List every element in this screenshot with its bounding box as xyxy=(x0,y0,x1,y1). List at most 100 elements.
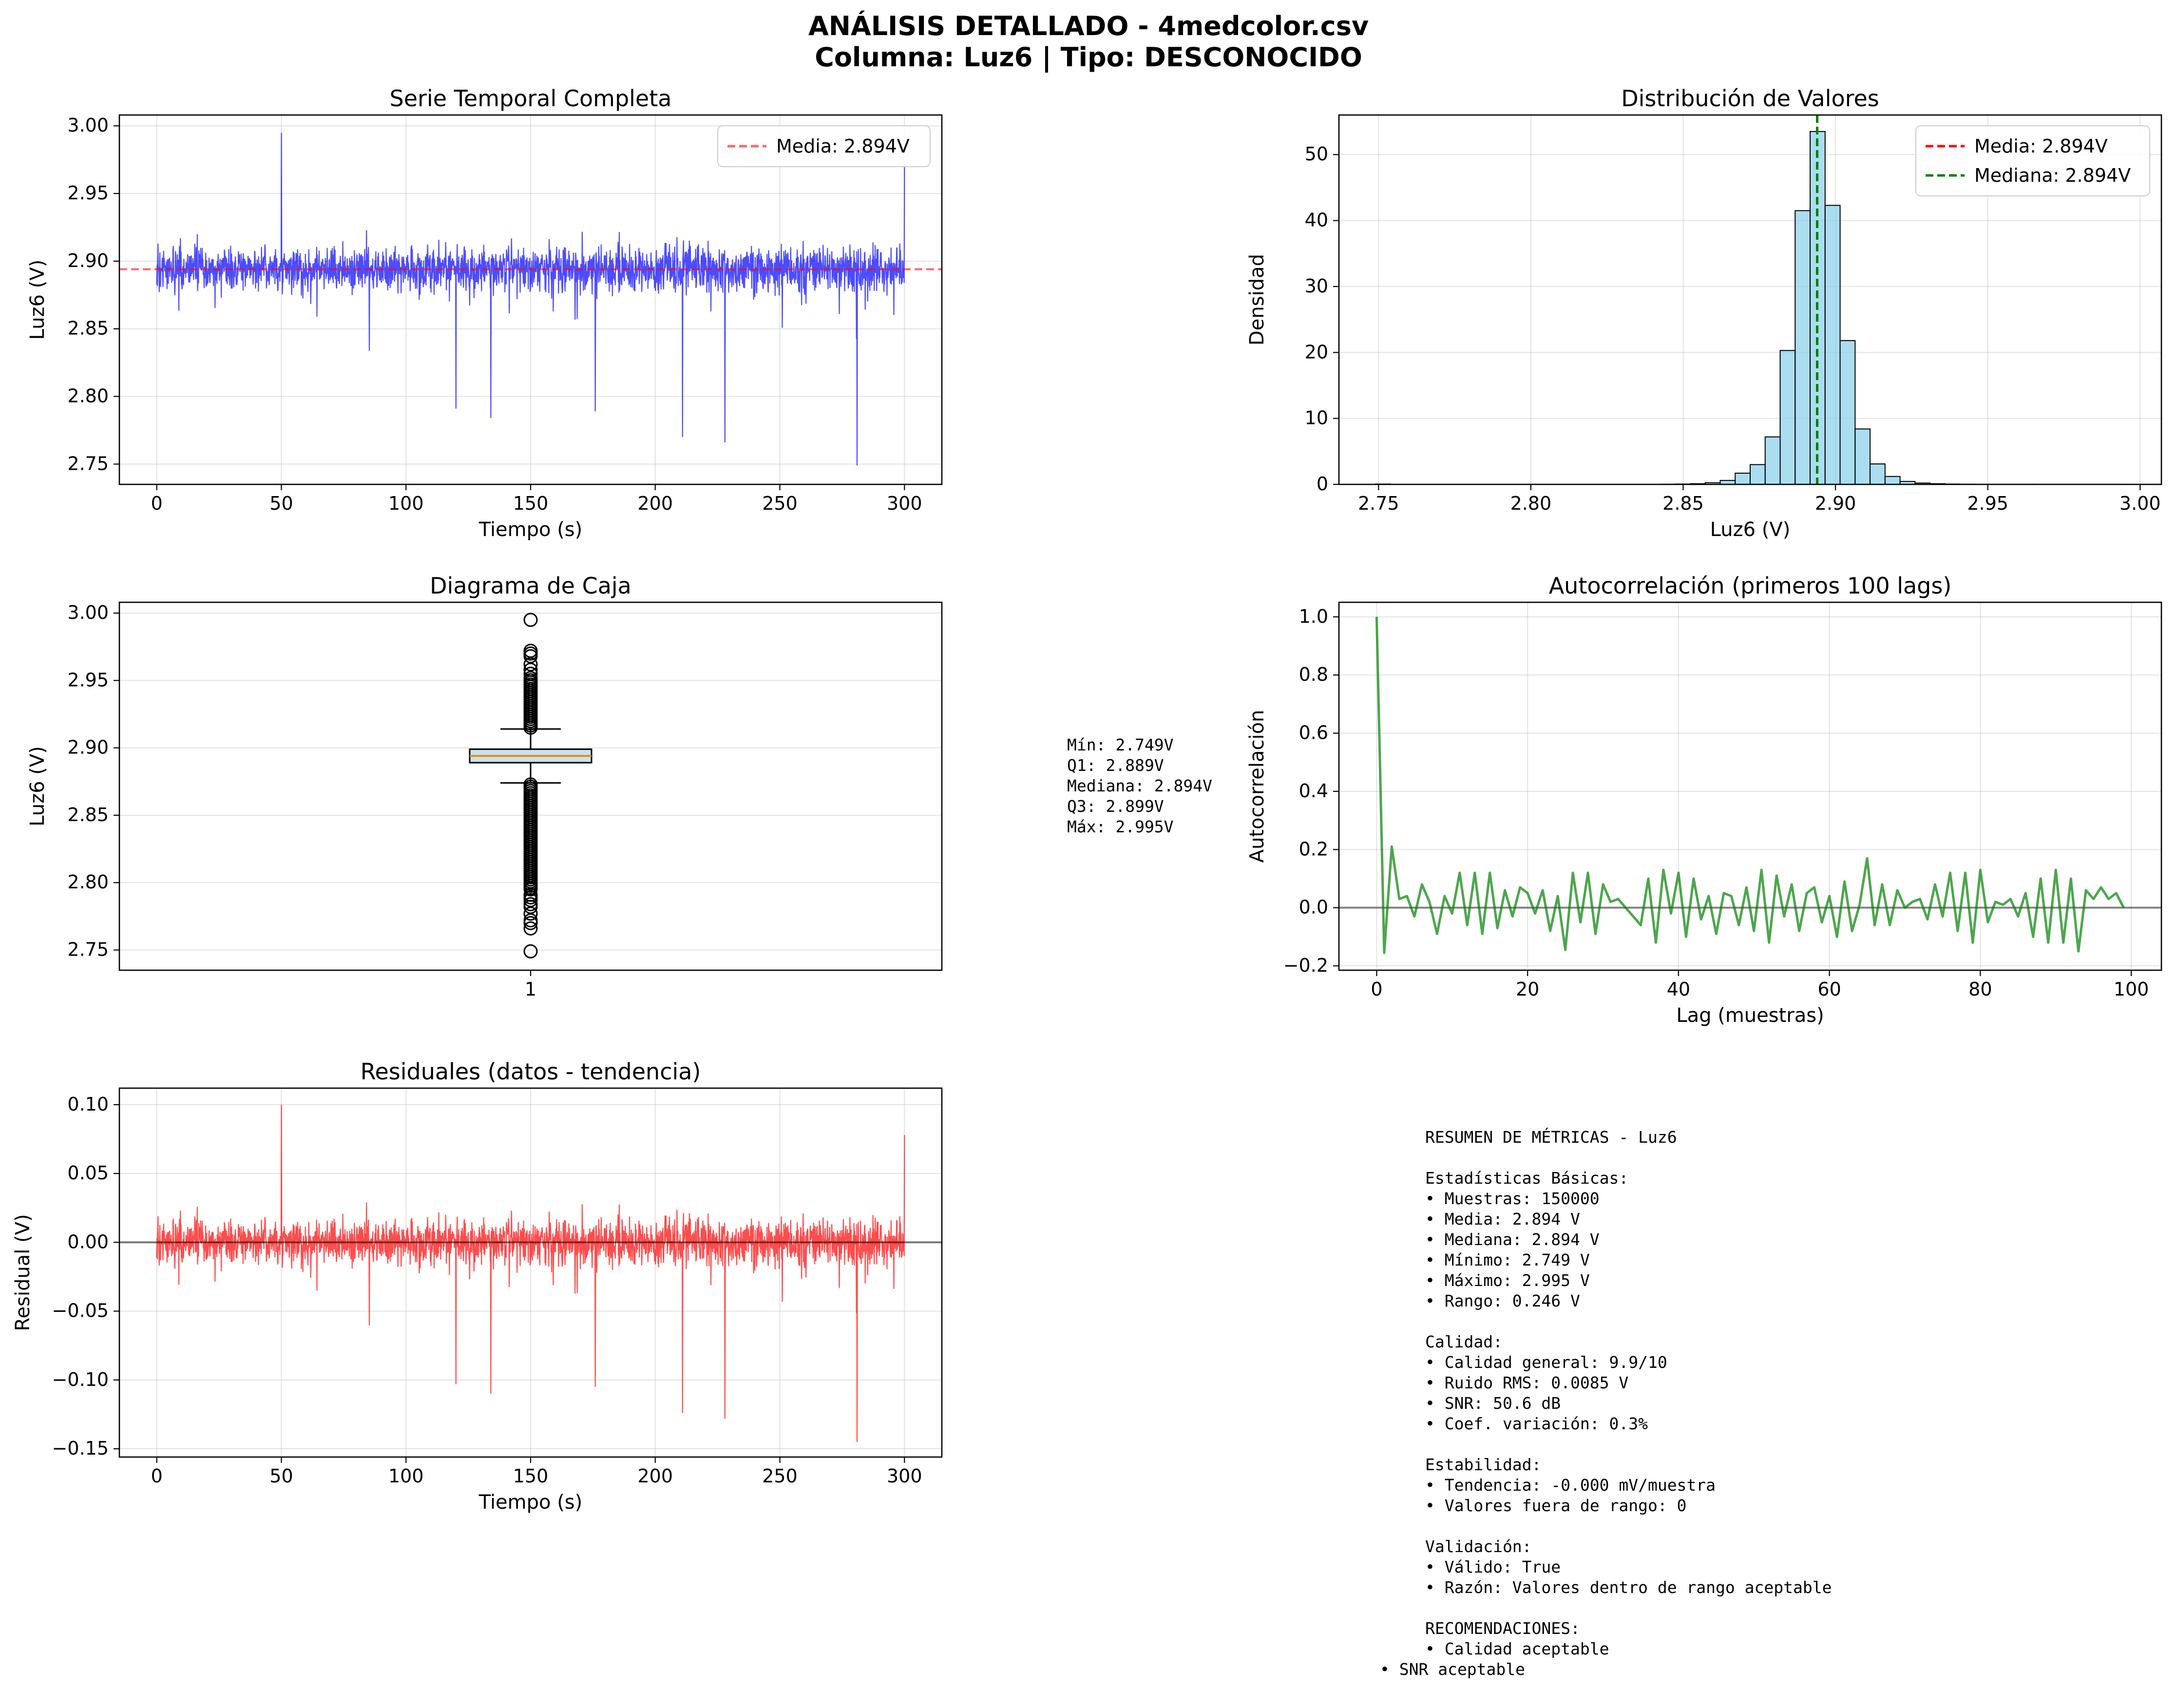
stats-line: Mín: 2.749V xyxy=(1067,735,1174,754)
stats-line: Q3: 2.899V xyxy=(1067,797,1164,816)
x-tick-label: 60 xyxy=(1817,979,1841,1000)
summary-line xyxy=(1425,1148,1435,1167)
x-tick-label: 200 xyxy=(637,1465,673,1487)
x-tick-label: 0 xyxy=(151,493,163,514)
histogram-bar xyxy=(1870,463,1886,485)
summary-line: • Ruido RMS: 0.0085 V xyxy=(1425,1373,1628,1392)
y-tick-label: 0.00 xyxy=(67,1231,109,1252)
y-tick-label: 10 xyxy=(1305,407,1328,429)
x-axis-label: Luz6 (V) xyxy=(1710,518,1791,541)
x-tick-label: 100 xyxy=(388,1465,424,1487)
summary-line: • Mediana: 2.894 V xyxy=(1425,1230,1600,1249)
figure-title: ANÁLISIS DETALLADO - 4medcolor.csv xyxy=(808,11,1369,41)
axes-frame xyxy=(1338,601,2162,971)
y-tick-label: 0.05 xyxy=(67,1162,109,1184)
summary-line: • SNR: 50.6 dB xyxy=(1425,1394,1561,1413)
y-tick-label: 0.10 xyxy=(67,1094,109,1115)
legend-box xyxy=(1915,125,2150,196)
y-tick-label: 0.0 xyxy=(1299,897,1328,918)
x-tick-label: 3.00 xyxy=(2120,493,2161,514)
y-tick-label: −0.15 xyxy=(52,1438,109,1459)
x-tick-label: 80 xyxy=(1968,979,1992,1000)
panel-title: Distribución de Valores xyxy=(1621,85,1879,112)
outlier-point xyxy=(523,906,538,921)
histogram-bar xyxy=(1824,205,1841,485)
legend-box xyxy=(717,125,931,167)
summary-line: • Muestras: 150000 xyxy=(1425,1189,1600,1208)
summary-line: • Valores fuera de rango: 0 xyxy=(1425,1496,1686,1515)
summary-line xyxy=(1425,1312,1435,1331)
y-tick-label: 2.95 xyxy=(67,182,109,204)
x-tick-label: 0 xyxy=(151,1465,163,1487)
stats-line: Mediana: 2.894V xyxy=(1067,776,1212,795)
metrics-summary-text: RESUMEN DE MÉTRICAS - Luz6 Estadísticas … xyxy=(1380,1127,1832,1679)
x-tick-label: 2.75 xyxy=(1358,493,1399,514)
summary-line: Estadísticas Básicas: xyxy=(1425,1169,1628,1188)
y-tick-label: 0 xyxy=(1317,473,1328,495)
x-tick-label: 50 xyxy=(269,493,293,514)
summary-line: • Media: 2.894 V xyxy=(1425,1209,1580,1228)
histogram-bar xyxy=(1839,340,1856,485)
x-tick-label: 2.95 xyxy=(1967,493,2008,514)
summary-line: RESUMEN DE MÉTRICAS - Luz6 xyxy=(1425,1127,1677,1147)
summary-line: • Calidad general: 9.9/10 xyxy=(1425,1353,1667,1372)
x-tick-label: 0 xyxy=(1371,979,1382,1000)
histogram-bar xyxy=(1735,472,1751,485)
summary-line xyxy=(1425,1516,1435,1535)
y-tick-label: 40 xyxy=(1305,210,1328,231)
y-tick-label: 50 xyxy=(1305,143,1328,165)
x-axis-label: Tiempo (s) xyxy=(478,1491,583,1514)
summary-line: • Máximo: 2.995 V xyxy=(1425,1271,1590,1290)
autocorrelation-line xyxy=(1375,616,2125,954)
summary-line: • Rango: 0.246 V xyxy=(1425,1291,1580,1310)
outlier-point xyxy=(523,671,538,685)
y-tick-label: 3.00 xyxy=(67,115,109,136)
y-tick-label: 2.85 xyxy=(67,318,109,339)
boxplot-stats-text: Mín: 2.749V Q1: 2.889V Mediana: 2.894V Q3: … xyxy=(1067,735,1212,836)
y-tick-label: 0.2 xyxy=(1299,838,1328,860)
y-tick-label: 0.8 xyxy=(1299,664,1328,685)
legend-label: Mediana: 2.894V xyxy=(1974,165,2131,186)
x-tick-label: 50 xyxy=(269,1465,293,1487)
y-tick-label: 3.00 xyxy=(67,602,109,623)
y-tick-label: 20 xyxy=(1305,341,1328,363)
x-tick-label: 300 xyxy=(887,493,922,514)
outlier-point xyxy=(523,649,538,664)
y-tick-label: 2.95 xyxy=(67,669,109,691)
summary-line: Validación: xyxy=(1425,1537,1532,1556)
y-tick-label: 2.75 xyxy=(67,939,109,960)
legend-label: Media: 2.894V xyxy=(776,135,910,157)
outlier-point xyxy=(523,897,538,911)
x-tick-label: 2.90 xyxy=(1815,493,1856,514)
x-tick-label: 20 xyxy=(1516,979,1539,1000)
y-axis-label: Residual (V) xyxy=(12,1214,34,1331)
x-tick-label: 2.80 xyxy=(1510,493,1552,514)
x-tick-label: 200 xyxy=(637,493,673,514)
x-tick-label: 2.85 xyxy=(1662,493,1704,514)
stats-line: Q1: 2.889V xyxy=(1067,756,1164,775)
y-axis-label: Luz6 (V) xyxy=(26,260,49,340)
x-axis-label: Tiempo (s) xyxy=(478,518,583,541)
autocorrelation-panel: −0.2 0.0 0.2 0.4 0.6 0.8 1.0 0 20 40 60 80 100 Autoco… xyxy=(1246,573,2162,1027)
axes-frame xyxy=(118,601,943,971)
outlier-point xyxy=(523,777,538,792)
summary-line: • Mínimo: 2.749 V xyxy=(1425,1250,1590,1269)
y-tick-label: 2.75 xyxy=(67,453,109,474)
y-tick-label: −0.2 xyxy=(1283,955,1328,976)
axes-frame xyxy=(118,114,943,485)
y-axis-label: Autocorrelación xyxy=(1246,710,1268,863)
y-tick-label: 0.6 xyxy=(1299,722,1328,744)
figure-subtitle: Columna: Luz6 | Tipo: DESCONOCIDO xyxy=(815,42,1362,73)
panel-title: Diagrama de Caja xyxy=(430,573,631,599)
y-tick-label: 2.80 xyxy=(67,385,109,407)
x-tick-label: 100 xyxy=(2114,979,2149,1000)
x-tick-label: 100 xyxy=(388,493,424,514)
outlier-point xyxy=(523,913,538,928)
y-tick-label: 2.90 xyxy=(67,250,109,271)
legend-label: Media: 2.894V xyxy=(1974,135,2108,157)
summary-line: • SNR aceptable xyxy=(1380,1660,1525,1679)
x-tick-label: 250 xyxy=(762,493,798,514)
summary-line: Estabilidad: xyxy=(1425,1455,1541,1474)
x-axis-label: Lag (muestras) xyxy=(1676,1004,1824,1027)
